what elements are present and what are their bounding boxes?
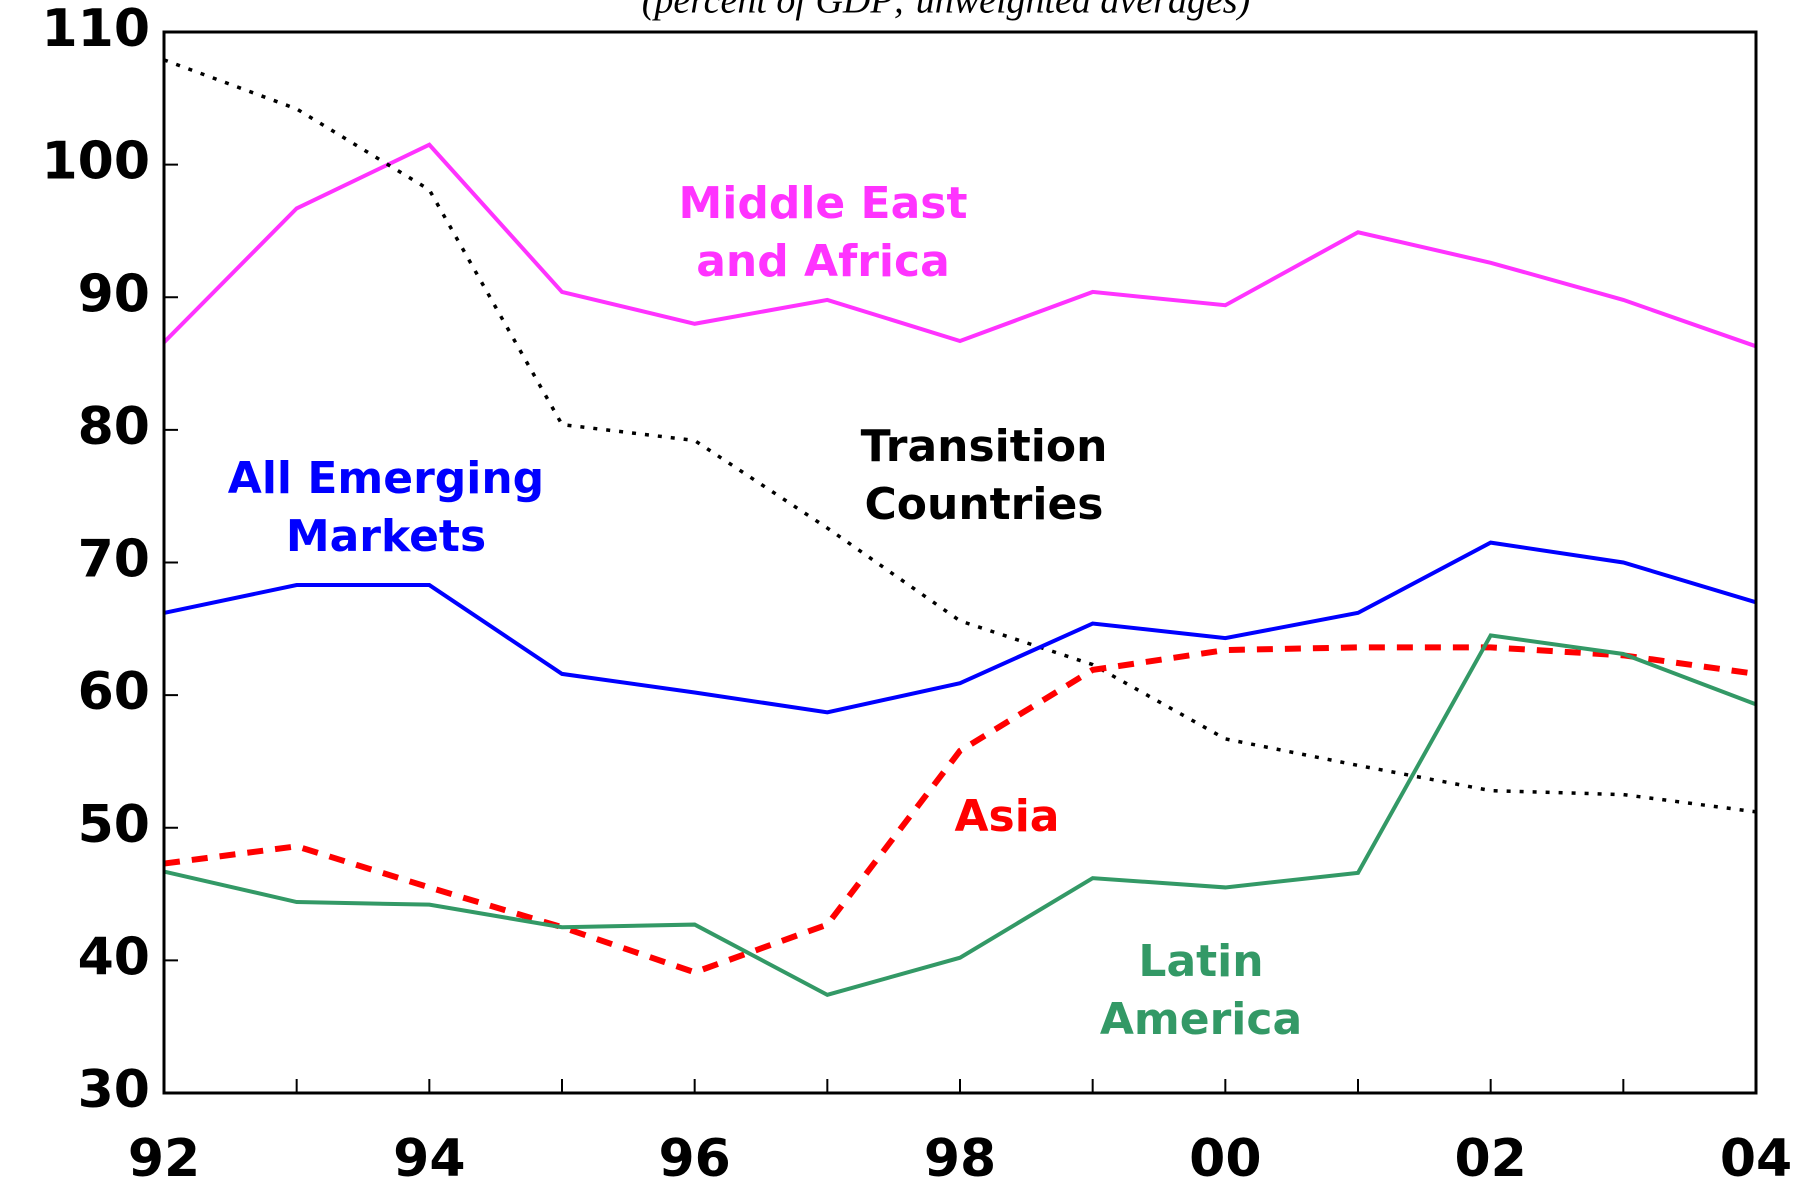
plot-frame [162, 30, 1758, 1095]
series-label: Middle East and Africa [678, 178, 968, 287]
chart-subtitle: (percent of GDP; unweighted averages) [642, 0, 1251, 22]
series-label: Asia [954, 791, 1060, 842]
series-line [162, 142, 1757, 349]
y-tick-label: 80 [78, 397, 150, 457]
y-tick-label: 30 [78, 1060, 150, 1120]
y-tick-label: 100 [41, 132, 150, 192]
series-label: Transition Countries [860, 421, 1108, 530]
y-tick-label: 60 [78, 662, 150, 722]
x-tick-label: 02 [1454, 1129, 1526, 1189]
y-tick-label: 110 [41, 0, 150, 59]
series-label: Latin America [1099, 936, 1303, 1045]
y-tick-label: 50 [78, 795, 150, 855]
series-label: All Emerging Markets [227, 453, 545, 562]
x-tick-label: 00 [1189, 1129, 1261, 1189]
series-line [163, 644, 1757, 976]
x-tick-label: 04 [1720, 1129, 1792, 1189]
x-tick-label: 98 [924, 1129, 996, 1189]
x-tick-label: 92 [128, 1129, 200, 1189]
x-tick-label: 96 [658, 1129, 730, 1189]
x-tick-label: 94 [393, 1129, 465, 1189]
y-tick-label: 70 [78, 530, 150, 590]
series-line [163, 633, 1757, 997]
series-line [163, 540, 1757, 715]
y-tick-label: 40 [78, 927, 150, 987]
y-tick-label: 90 [78, 264, 150, 324]
